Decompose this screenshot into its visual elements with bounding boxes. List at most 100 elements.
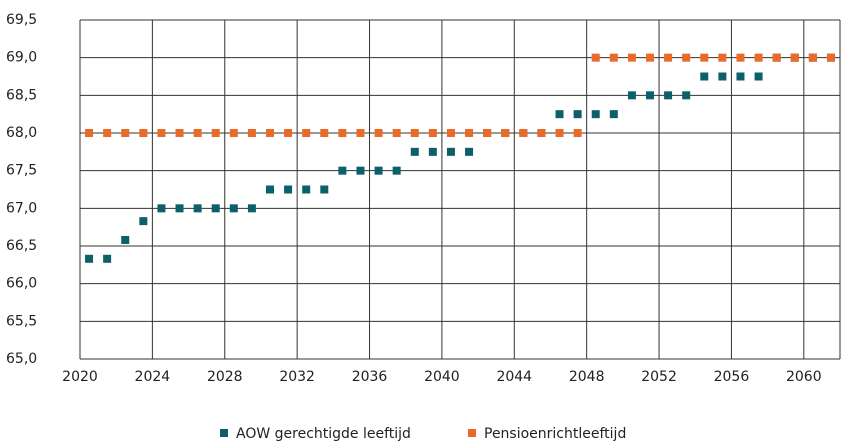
marker bbox=[591, 53, 600, 62]
marker bbox=[627, 53, 636, 62]
marker bbox=[428, 129, 437, 137]
marker bbox=[374, 129, 383, 137]
marker bbox=[211, 129, 220, 137]
marker bbox=[247, 129, 256, 137]
marker bbox=[573, 110, 582, 119]
marker bbox=[374, 166, 383, 175]
marker bbox=[465, 129, 474, 137]
marker bbox=[284, 129, 293, 137]
legend-swatch bbox=[468, 429, 476, 437]
marker bbox=[700, 72, 709, 81]
marker bbox=[664, 91, 673, 100]
x-tick-label: 2024 bbox=[135, 369, 171, 385]
legend-swatch bbox=[220, 429, 228, 437]
x-tick-label: 2032 bbox=[279, 369, 315, 385]
marker bbox=[754, 53, 763, 62]
marker bbox=[338, 166, 347, 175]
marker bbox=[682, 53, 691, 62]
y-tick-label: 68,0 bbox=[6, 125, 37, 141]
marker bbox=[428, 147, 437, 156]
x-tick-label: 2048 bbox=[569, 369, 605, 385]
marker bbox=[537, 129, 546, 137]
x-tick-label: 2044 bbox=[496, 369, 532, 385]
marker bbox=[646, 53, 654, 62]
marker bbox=[700, 53, 709, 62]
marker bbox=[121, 129, 130, 137]
marker bbox=[736, 72, 745, 81]
x-tick-label: 2056 bbox=[714, 369, 750, 385]
marker bbox=[446, 129, 455, 137]
marker bbox=[519, 129, 528, 137]
marker bbox=[609, 110, 618, 119]
y-tick-label: 67,0 bbox=[6, 200, 37, 216]
marker bbox=[266, 129, 274, 137]
y-tick-label: 68,5 bbox=[6, 87, 37, 103]
x-tick-label: 2036 bbox=[352, 369, 388, 385]
marker bbox=[157, 204, 166, 213]
marker bbox=[609, 53, 618, 62]
marker bbox=[302, 185, 311, 194]
marker bbox=[664, 53, 673, 62]
marker bbox=[320, 129, 329, 137]
marker bbox=[410, 129, 419, 137]
marker bbox=[718, 72, 727, 81]
marker bbox=[85, 129, 94, 137]
x-tick-label: 2028 bbox=[207, 369, 243, 385]
marker bbox=[157, 129, 166, 137]
marker bbox=[646, 91, 654, 100]
marker bbox=[175, 129, 184, 137]
marker bbox=[338, 129, 347, 137]
marker bbox=[85, 254, 94, 263]
marker bbox=[356, 129, 365, 137]
marker bbox=[175, 204, 184, 213]
y-tick-label: 69,0 bbox=[6, 50, 37, 66]
marker bbox=[826, 53, 835, 62]
y-tick-label: 65,5 bbox=[6, 313, 37, 329]
marker bbox=[266, 185, 274, 194]
x-tick-label: 2040 bbox=[424, 369, 460, 385]
marker bbox=[483, 129, 492, 137]
marker bbox=[790, 53, 799, 62]
marker bbox=[121, 235, 130, 244]
marker bbox=[139, 217, 148, 226]
x-tick-label: 2052 bbox=[641, 369, 677, 385]
marker bbox=[103, 129, 112, 137]
marker bbox=[446, 147, 455, 156]
marker bbox=[284, 185, 293, 194]
marker bbox=[465, 147, 474, 156]
marker bbox=[247, 204, 256, 213]
marker bbox=[573, 129, 582, 137]
marker bbox=[555, 129, 564, 137]
marker bbox=[139, 129, 148, 137]
marker bbox=[410, 147, 419, 156]
marker bbox=[501, 129, 510, 137]
marker bbox=[627, 91, 636, 100]
marker bbox=[772, 53, 781, 62]
marker bbox=[229, 129, 238, 137]
y-tick-label: 65,0 bbox=[6, 351, 37, 367]
legend-label: AOW gerechtigde leeftijd bbox=[236, 426, 411, 442]
marker bbox=[193, 129, 202, 137]
legend-label: Pensioenrichtleeftijd bbox=[484, 426, 626, 442]
marker bbox=[211, 204, 220, 213]
marker bbox=[356, 166, 365, 175]
marker bbox=[229, 204, 238, 213]
y-tick-label: 66,5 bbox=[6, 238, 37, 254]
marker bbox=[591, 110, 600, 119]
marker bbox=[193, 204, 202, 213]
y-tick-label: 67,5 bbox=[6, 163, 37, 179]
marker bbox=[392, 166, 401, 175]
marker bbox=[555, 110, 564, 119]
y-tick-label: 69,5 bbox=[6, 12, 37, 28]
marker bbox=[392, 129, 401, 137]
marker bbox=[808, 53, 817, 62]
y-tick-label: 66,0 bbox=[6, 276, 37, 292]
marker bbox=[736, 53, 745, 62]
marker bbox=[754, 72, 763, 81]
marker bbox=[682, 91, 691, 100]
marker bbox=[302, 129, 311, 137]
marker bbox=[320, 185, 329, 194]
x-tick-label: 2020 bbox=[62, 369, 98, 385]
marker bbox=[718, 53, 727, 62]
